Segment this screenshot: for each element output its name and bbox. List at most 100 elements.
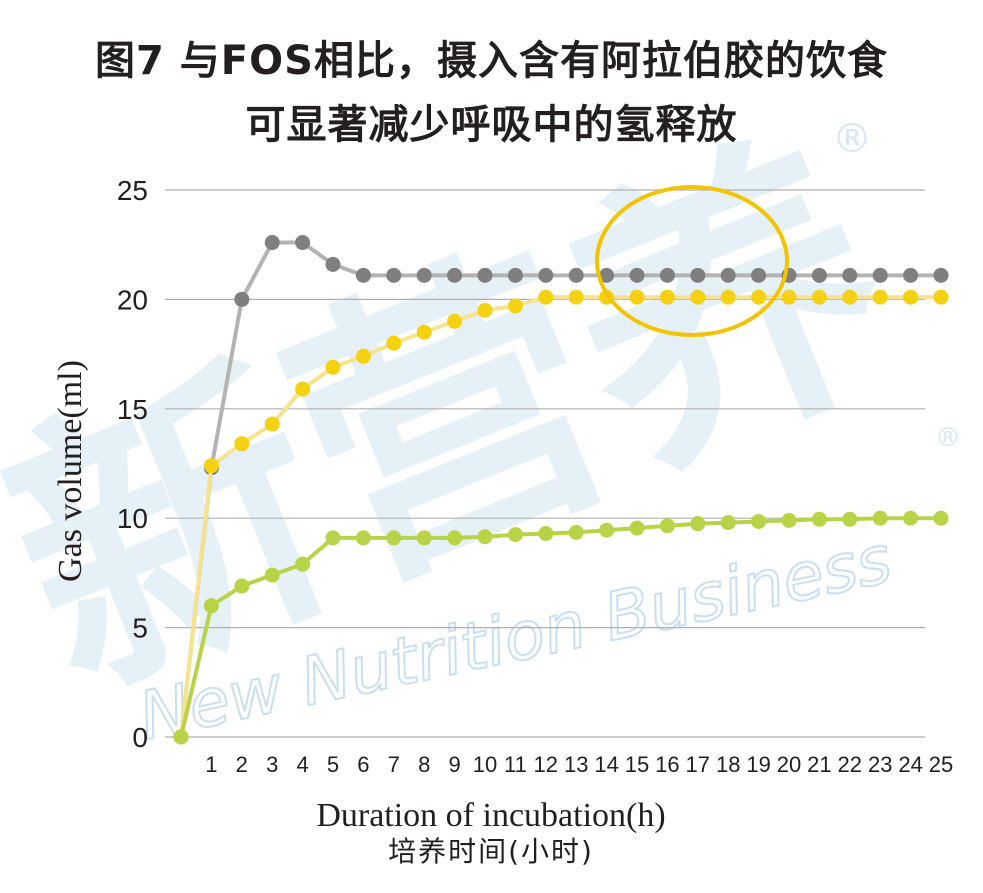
data-point xyxy=(872,510,888,526)
x-tick-label: 17 xyxy=(686,752,710,777)
data-point xyxy=(234,436,250,452)
data-point xyxy=(811,267,827,283)
data-point xyxy=(690,516,706,532)
data-point xyxy=(720,289,736,305)
data-point xyxy=(507,527,523,543)
data-point xyxy=(811,511,827,527)
data-point xyxy=(416,324,432,340)
x-tick-label: 3 xyxy=(266,752,278,777)
x-tick-label: 10 xyxy=(473,752,497,777)
grid-lines xyxy=(165,189,925,738)
data-point xyxy=(203,458,219,474)
data-point xyxy=(203,598,219,614)
x-tick-label: 2 xyxy=(236,752,248,777)
data-point xyxy=(477,529,493,545)
data-point xyxy=(173,729,189,745)
x-tick-label: 7 xyxy=(388,752,400,777)
x-tick-label: 24 xyxy=(898,752,922,777)
data-point xyxy=(872,267,888,283)
data-point xyxy=(538,289,554,305)
data-point xyxy=(751,267,767,283)
data-point xyxy=(447,313,463,329)
x-tick-label: 8 xyxy=(418,752,430,777)
data-point xyxy=(659,289,675,305)
data-point xyxy=(872,289,888,305)
data-point xyxy=(690,267,706,283)
y-axis-ticks: 0 5 10 15 20 25 xyxy=(117,175,148,753)
data-point xyxy=(659,267,675,283)
data-point xyxy=(477,302,493,318)
data-point xyxy=(386,530,402,546)
data-point xyxy=(781,512,797,528)
data-point xyxy=(751,289,767,305)
data-point xyxy=(903,289,919,305)
data-point xyxy=(842,511,858,527)
data-point xyxy=(234,291,250,307)
data-point xyxy=(295,235,311,251)
y-tick-label: 5 xyxy=(132,613,148,644)
data-point xyxy=(720,515,736,531)
data-point xyxy=(355,267,371,283)
data-point xyxy=(507,298,523,314)
data-series xyxy=(173,235,949,745)
chart-title-line-1: 图7 与FOS相比，摄入含有阿拉伯胶的饮食 xyxy=(95,38,888,84)
data-point xyxy=(629,267,645,283)
series-3 xyxy=(173,510,949,745)
data-point xyxy=(933,510,949,526)
highlight-ellipse xyxy=(595,185,789,337)
x-tick-label: 20 xyxy=(777,752,801,777)
data-point xyxy=(842,289,858,305)
data-point xyxy=(568,289,584,305)
data-point xyxy=(447,267,463,283)
y-tick-label: 15 xyxy=(117,394,148,425)
y-axis-label: Gas volume(ml) xyxy=(52,360,89,582)
data-point xyxy=(447,530,463,546)
data-point xyxy=(933,289,949,305)
x-tick-label: 22 xyxy=(838,752,862,777)
data-point xyxy=(477,267,493,283)
data-point xyxy=(234,578,250,594)
data-point xyxy=(416,267,432,283)
data-point xyxy=(720,267,736,283)
data-point xyxy=(903,510,919,526)
y-tick-label: 25 xyxy=(117,175,148,206)
data-point xyxy=(811,289,827,305)
data-point xyxy=(355,530,371,546)
data-point xyxy=(599,522,615,538)
x-tick-label: 13 xyxy=(564,752,588,777)
data-point xyxy=(659,518,675,534)
data-point xyxy=(599,267,615,283)
watermark-registered-mark-2: ® xyxy=(935,423,961,453)
data-point xyxy=(416,530,432,546)
data-point xyxy=(933,267,949,283)
data-point xyxy=(325,359,341,375)
x-axis-label: Duration of incubation(h) xyxy=(316,797,665,834)
x-tick-label: 4 xyxy=(296,752,308,777)
data-point xyxy=(325,530,341,546)
y-tick-label: 0 xyxy=(132,722,148,753)
x-tick-label: 21 xyxy=(807,752,831,777)
data-point xyxy=(781,289,797,305)
x-tick-label: 9 xyxy=(448,752,460,777)
data-point xyxy=(903,267,919,283)
data-point xyxy=(295,381,311,397)
x-axis-label-chinese: 培养时间(小时) xyxy=(388,835,594,868)
data-point xyxy=(842,267,858,283)
watermark-registered-mark: ® xyxy=(832,116,872,162)
x-tick-label: 5 xyxy=(327,752,339,777)
x-tick-label: 12 xyxy=(534,752,558,777)
data-point xyxy=(507,267,523,283)
data-point xyxy=(264,416,280,432)
x-tick-label: 23 xyxy=(868,752,892,777)
data-point xyxy=(386,335,402,351)
data-point xyxy=(264,235,280,251)
data-point xyxy=(629,289,645,305)
x-tick-label: 11 xyxy=(504,752,527,777)
data-point xyxy=(751,513,767,529)
data-point xyxy=(264,567,280,583)
data-point xyxy=(568,524,584,540)
x-axis-ticks: 1 2 3 4 5 6 7 8 9 10 11 12 13 14 15 16 17 18 19 20 21 22 23 24 2… xyxy=(205,752,953,777)
x-tick-label: 16 xyxy=(655,752,679,777)
data-point xyxy=(295,556,311,572)
